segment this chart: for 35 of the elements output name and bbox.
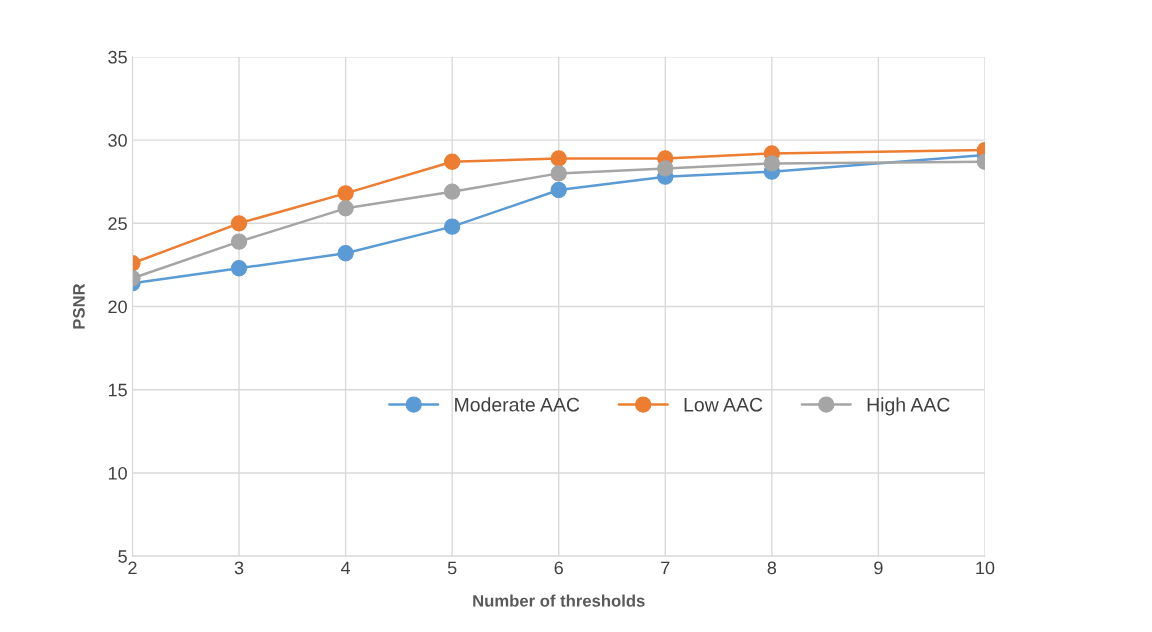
x-tick-label: 5: [447, 561, 457, 575]
y-tick-label: 35: [108, 50, 127, 64]
point: [230, 233, 248, 250]
point: [337, 185, 354, 202]
x-tick-label: 9: [874, 561, 883, 575]
legend-label: High AAC: [867, 397, 950, 416]
point: [657, 160, 674, 177]
point: [550, 165, 567, 182]
legend-label: Low AAC: [684, 397, 763, 412]
x-tick-label: 4: [340, 561, 351, 575]
point: [337, 245, 354, 262]
point: [230, 215, 248, 232]
point: [550, 150, 567, 167]
point: [230, 260, 248, 277]
x-tick-label: 8: [767, 561, 777, 575]
point: [444, 218, 461, 235]
x-tick-label: 7: [661, 561, 670, 575]
point: [763, 155, 780, 172]
point: [550, 181, 567, 199]
y-axis-title: PSNR: [73, 283, 85, 329]
point: [337, 200, 354, 217]
y-tick-label: 20: [108, 300, 127, 314]
point: [444, 153, 461, 170]
x-axis-title: Number of thresholds: [473, 594, 645, 607]
y-tick-label: 10: [108, 466, 127, 480]
point: [444, 183, 461, 200]
y-tick-label: 15: [108, 383, 127, 397]
legend-label: Moderate AAC: [455, 397, 580, 412]
x-tick-label: 3: [234, 561, 244, 575]
x-tick-label: 10: [976, 561, 995, 575]
y-tick-label: 25: [108, 217, 127, 231]
y-tick-label: 5: [118, 550, 127, 563]
x-tick-label: 2: [128, 561, 137, 575]
y-tick-label: 30: [108, 134, 127, 147]
x-tick-label: 6: [554, 561, 563, 575]
